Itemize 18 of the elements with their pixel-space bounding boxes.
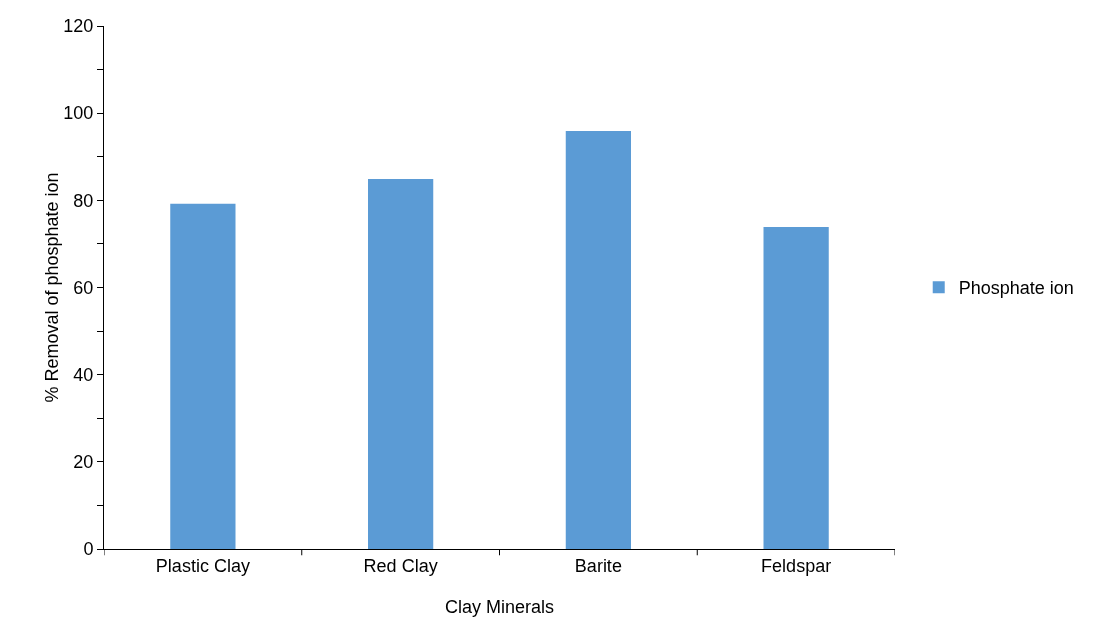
y-tick-label: 60 (73, 277, 94, 298)
y-axis-title: % Removal of phosphate ion (42, 172, 62, 403)
x-tick-label: Red Clay (363, 555, 438, 576)
y-tick-label: 20 (73, 452, 94, 473)
bar (763, 226, 829, 549)
x-tick-label: Plastic Clay (155, 555, 250, 576)
bar (565, 131, 631, 549)
y-tick-label: 100 (63, 103, 94, 124)
bar (368, 178, 434, 549)
x-tick-label: Barite (574, 555, 622, 576)
x-tick-label: Feldspar (761, 555, 832, 576)
y-tick-label: 0 (83, 539, 94, 560)
bar (170, 203, 236, 549)
y-tick-label: 80 (73, 190, 94, 211)
x-axis-title: Clay Minerals (444, 597, 555, 617)
legend-label: Phosphate ion (958, 278, 1074, 299)
y-tick-label: 120 (63, 16, 94, 37)
y-tick-label: 40 (73, 364, 94, 385)
